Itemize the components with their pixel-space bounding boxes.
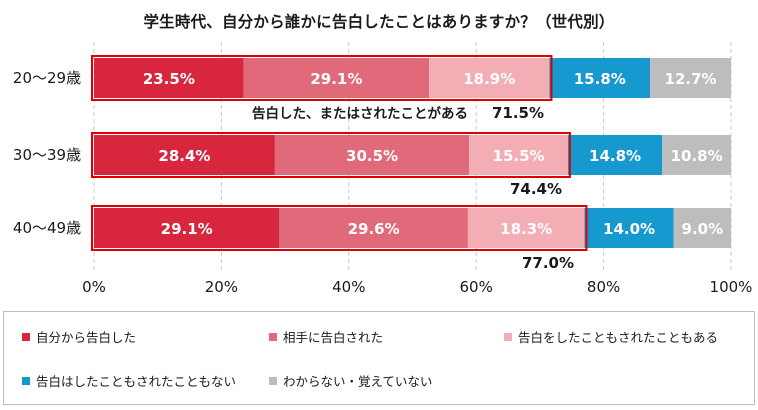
legend-item-3: 告白をしたこともされたこともある bbox=[504, 327, 718, 346]
data-label: 28.4% bbox=[158, 147, 210, 165]
bar-segment bbox=[279, 208, 468, 248]
data-label: 15.5% bbox=[493, 147, 545, 165]
data-label: 29.1% bbox=[161, 220, 213, 238]
bar-segment bbox=[549, 58, 651, 98]
legend-item-2: 相手に告白された bbox=[269, 327, 383, 346]
data-label: 15.8% bbox=[574, 70, 626, 88]
legend-label-4: 告白はしたこともされたこともない bbox=[36, 374, 237, 389]
x-tick-label: 40% bbox=[332, 278, 365, 296]
legend-label-3: 告白をしたこともされたこともある bbox=[518, 330, 719, 345]
category-label: 30～39歳 bbox=[13, 146, 81, 164]
x-tick-label: 100% bbox=[710, 278, 753, 296]
data-label: 18.9% bbox=[463, 70, 515, 88]
x-tick-label: 0% bbox=[82, 278, 106, 296]
x-tick-label: 80% bbox=[587, 278, 620, 296]
highlight-outline bbox=[91, 55, 553, 101]
bar-segment bbox=[469, 135, 568, 175]
legend-item-1: 自分から告白した bbox=[22, 327, 136, 346]
bar-segment bbox=[662, 135, 731, 175]
legend-swatch-3 bbox=[504, 332, 512, 341]
bar-segment bbox=[467, 208, 585, 248]
total-annotation-value: 77.0% bbox=[522, 254, 574, 272]
data-label: 12.7% bbox=[665, 70, 717, 88]
data-label: 18.3% bbox=[500, 220, 552, 238]
highlight-outline bbox=[91, 205, 588, 251]
data-label: 30.5% bbox=[346, 147, 398, 165]
bar-segment bbox=[94, 58, 244, 98]
legend-label-2: 相手に告白された bbox=[283, 330, 384, 345]
highlight-outline bbox=[91, 132, 571, 178]
legend-swatch-4 bbox=[22, 376, 30, 385]
legend-swatch-1 bbox=[22, 332, 30, 341]
legend-label-5: わからない・覚えていない bbox=[283, 374, 433, 389]
bar-segment bbox=[243, 58, 430, 98]
category-label: 40～49歳 bbox=[13, 219, 81, 237]
x-tick-label: 60% bbox=[460, 278, 493, 296]
data-label: 29.6% bbox=[348, 220, 400, 238]
chart-title: 学生時代、自分から誰かに告白したことはありますか？（世代別） bbox=[143, 13, 615, 31]
bar-segment bbox=[673, 208, 731, 248]
legend-swatch-5 bbox=[269, 376, 277, 385]
legend-item-4: 告白はしたこともされたこともない bbox=[22, 371, 236, 390]
total-annotation-prefix: 告白した、またはされたことがある bbox=[252, 105, 468, 122]
total-annotation-value: 71.5% bbox=[492, 104, 544, 122]
data-label: 10.8% bbox=[671, 147, 723, 165]
bar-segment bbox=[94, 208, 280, 248]
bar-segment bbox=[274, 135, 470, 175]
x-tick-label: 20% bbox=[205, 278, 238, 296]
legend: 自分から告白した 相手に告白された 告白をしたこともされたこともある 告白はした… bbox=[3, 311, 755, 405]
bar-segment bbox=[429, 58, 550, 98]
legend-item-5: わからない・覚えていない bbox=[269, 371, 432, 390]
data-label: 9.0% bbox=[682, 220, 724, 238]
bar-segment bbox=[567, 135, 663, 175]
category-label: 20～29歳 bbox=[13, 69, 81, 87]
legend-label-1: 自分から告白した bbox=[36, 330, 137, 345]
data-label: 14.8% bbox=[589, 147, 641, 165]
total-annotation-value: 74.4% bbox=[510, 180, 562, 198]
bar-segment bbox=[94, 135, 275, 175]
data-label: 29.1% bbox=[310, 70, 362, 88]
legend-swatch-2 bbox=[269, 332, 277, 341]
bar-segment bbox=[650, 58, 731, 98]
bar-segment bbox=[584, 208, 674, 248]
data-label: 14.0% bbox=[603, 220, 655, 238]
data-label: 23.5% bbox=[143, 70, 195, 88]
